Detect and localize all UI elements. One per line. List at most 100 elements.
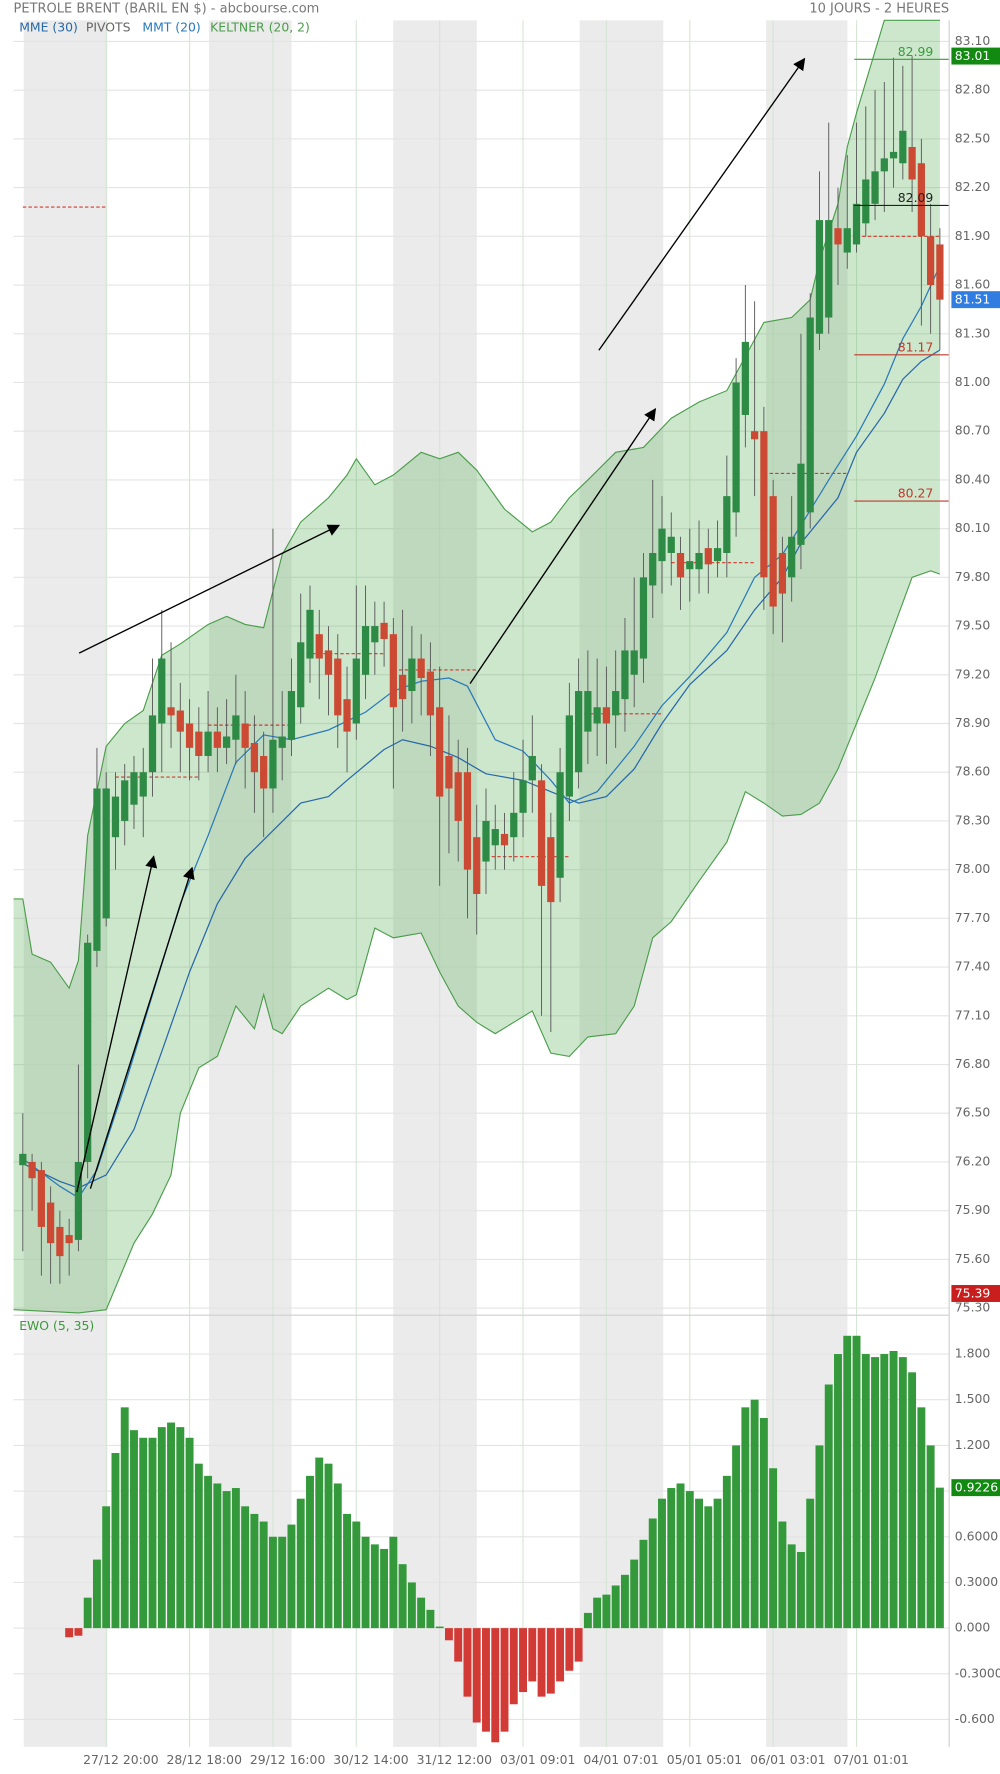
ewo-bar: [750, 1399, 759, 1629]
candle-body: [871, 171, 879, 204]
ewo-bar: [667, 1488, 676, 1629]
ewo-bar: [713, 1498, 722, 1629]
candle-body: [185, 723, 194, 748]
candle-body: [621, 650, 629, 700]
ewo-bar: [546, 1628, 555, 1694]
candle-body: [260, 755, 268, 789]
candle-body: [769, 496, 777, 607]
ewo-bar: [306, 1475, 314, 1629]
ewo-bar: [926, 1445, 935, 1629]
candle-body: [852, 203, 861, 245]
price-badge-label: 81.51: [955, 292, 991, 307]
candle-body: [575, 691, 583, 773]
ewo-bar: [472, 1628, 481, 1723]
ewo-bar: [796, 1551, 805, 1629]
x-tick-label: 07/01 01:01: [833, 1752, 908, 1767]
candle-body: [195, 731, 203, 756]
ewo-bar: [917, 1407, 926, 1629]
y-tick-label: 81.60: [955, 277, 991, 292]
ewo-bar: [361, 1536, 370, 1629]
price-badge-label: 83.01: [955, 48, 991, 63]
page-title: PETROLE BRENT (BARIL EN $) - abcbourse.c…: [14, 2, 320, 17]
candle-body: [936, 244, 944, 300]
ewo-bar: [898, 1357, 907, 1629]
ewo-bar: [463, 1628, 472, 1697]
ewo-bar: [380, 1548, 389, 1629]
y-tick-label: 75.60: [955, 1251, 991, 1266]
candle-body: [167, 707, 175, 716]
candle-body: [519, 780, 527, 813]
pivot-label: 80.27: [898, 486, 934, 501]
candle-body: [927, 236, 935, 286]
candle-body: [84, 942, 92, 1162]
ewo-bar: [194, 1463, 203, 1629]
ewo-bar: [417, 1597, 426, 1629]
y-tick-label: -0.3000: [955, 1665, 1000, 1680]
y-tick-label: 81.90: [955, 228, 991, 243]
y-tick-label: 78.90: [955, 715, 991, 730]
legend-entry: KELTNER (20, 2): [210, 20, 310, 35]
ewo-bar: [176, 1427, 185, 1629]
ewo-bar: [806, 1498, 815, 1629]
ewo-bar: [287, 1524, 296, 1629]
arrow: [89, 866, 195, 1189]
candle-body: [528, 755, 536, 781]
ewo-bar: [74, 1628, 83, 1636]
y-tick-label: 82.20: [955, 179, 991, 194]
y-tick-label: 80.10: [955, 520, 991, 535]
y-tick-label: 82.50: [955, 130, 991, 145]
y-tick-label: 0.3000: [955, 1574, 999, 1589]
ewo-bar: [157, 1427, 166, 1629]
ewo-bar: [722, 1475, 731, 1629]
price-badge: [951, 1285, 1000, 1302]
y-tick-label: 76.50: [955, 1105, 991, 1120]
ewo-bar: [398, 1564, 407, 1629]
ewo-bar: [185, 1437, 194, 1629]
ewo-bar: [620, 1574, 629, 1629]
keltner-lower: [13, 570, 941, 1314]
candle-body: [241, 723, 249, 748]
x-tick-label: 05/01 05:01: [667, 1752, 742, 1767]
session-band: [209, 20, 292, 1747]
candle-body: [741, 341, 749, 415]
candle-body: [649, 552, 657, 586]
ewo-bar: [880, 1354, 889, 1629]
ewo-bar: [593, 1597, 602, 1629]
candle-body: [797, 463, 805, 545]
ewo-bar: [102, 1506, 111, 1629]
x-tick-label: 29/12 16:00: [250, 1752, 326, 1767]
candle-body: [788, 536, 796, 578]
candle-body: [537, 780, 546, 886]
ewo-bar: [741, 1407, 750, 1629]
candle-body: [593, 707, 601, 724]
ewo-bar: [565, 1628, 574, 1671]
price-badge-label: 75.39: [955, 1286, 991, 1301]
ewo-bar: [769, 1468, 778, 1629]
candle-body: [130, 772, 138, 805]
ewo-bar: [231, 1488, 240, 1629]
price-badge-label: 0.9226: [955, 1480, 999, 1495]
candle-body: [176, 710, 184, 732]
ewo-bar: [315, 1457, 324, 1629]
candle-body: [148, 715, 157, 773]
period: 10 JOURS - 2 HEURES: [809, 2, 949, 17]
candle-body: [454, 772, 462, 821]
ewo-bar: [278, 1536, 287, 1629]
ewo-bar: [259, 1521, 268, 1629]
ewo-bar: [519, 1628, 527, 1693]
ewo-bar: [389, 1536, 398, 1629]
y-tick-label: 81.00: [955, 374, 991, 389]
session-band: [393, 20, 477, 1747]
moving-average: [22, 349, 941, 1189]
ewo-bar: [370, 1544, 379, 1629]
y-tick-label: 80.70: [955, 423, 991, 438]
candle-body: [334, 658, 342, 716]
candle-body: [482, 820, 490, 862]
candle-body: [269, 739, 277, 789]
panel-title: EWO (5, 35): [19, 1318, 94, 1333]
keltner-area: [13, 20, 940, 1313]
candle-body: [37, 1170, 45, 1227]
ewo-bar: [778, 1521, 787, 1629]
ewo-bar: [695, 1498, 703, 1629]
ewo-bar: [333, 1483, 342, 1629]
